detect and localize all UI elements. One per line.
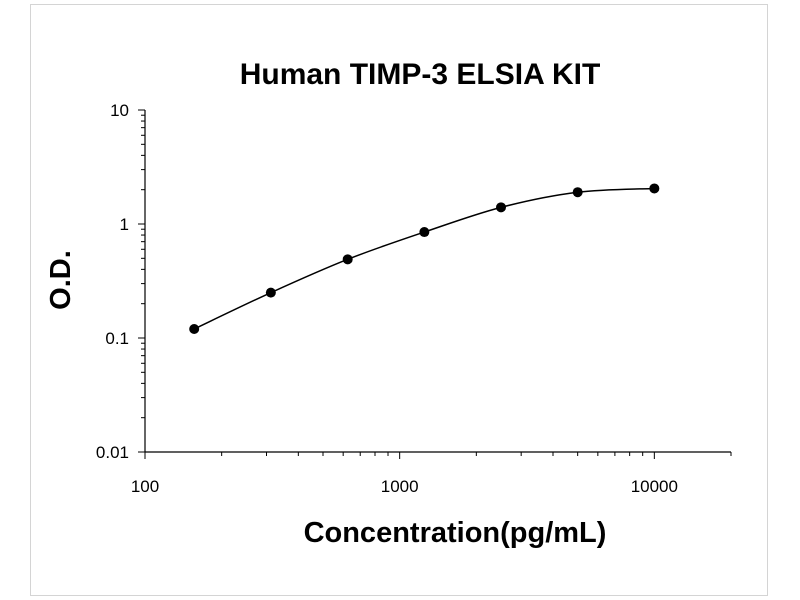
data-point <box>649 183 660 194</box>
data-point <box>342 254 353 265</box>
x-axis-title: Concentration(pg/mL) <box>304 517 607 549</box>
data-point <box>265 287 276 298</box>
y-tick-label: 1 <box>120 215 129 234</box>
data-point <box>419 227 430 238</box>
axes <box>144 110 731 453</box>
y-tick-labels: 0.01 0.1 1 10 <box>96 101 129 462</box>
y-ticks <box>138 109 145 453</box>
fit-curve-group <box>193 187 655 330</box>
x-tick-label: 1000 <box>381 477 419 496</box>
data-points <box>189 183 660 334</box>
fit-curve <box>193 187 655 330</box>
y-tick-label: 0.1 <box>105 329 129 348</box>
x-tick-label: 100 <box>131 477 159 496</box>
data-point <box>572 187 583 198</box>
x-tick-label: 10000 <box>631 477 678 496</box>
x-tick-labels: 100 1000 10000 <box>131 477 678 496</box>
data-point <box>496 202 507 213</box>
chart-title: Human TIMP-3 ELSIA KIT <box>240 58 601 91</box>
y-tick-label: 10 <box>110 101 129 120</box>
chart-frame <box>30 4 768 596</box>
y-axis-title: O.D. <box>45 250 77 310</box>
y-tick-label: 0.01 <box>96 443 129 462</box>
x-ticks <box>144 452 732 459</box>
data-point <box>189 323 200 334</box>
